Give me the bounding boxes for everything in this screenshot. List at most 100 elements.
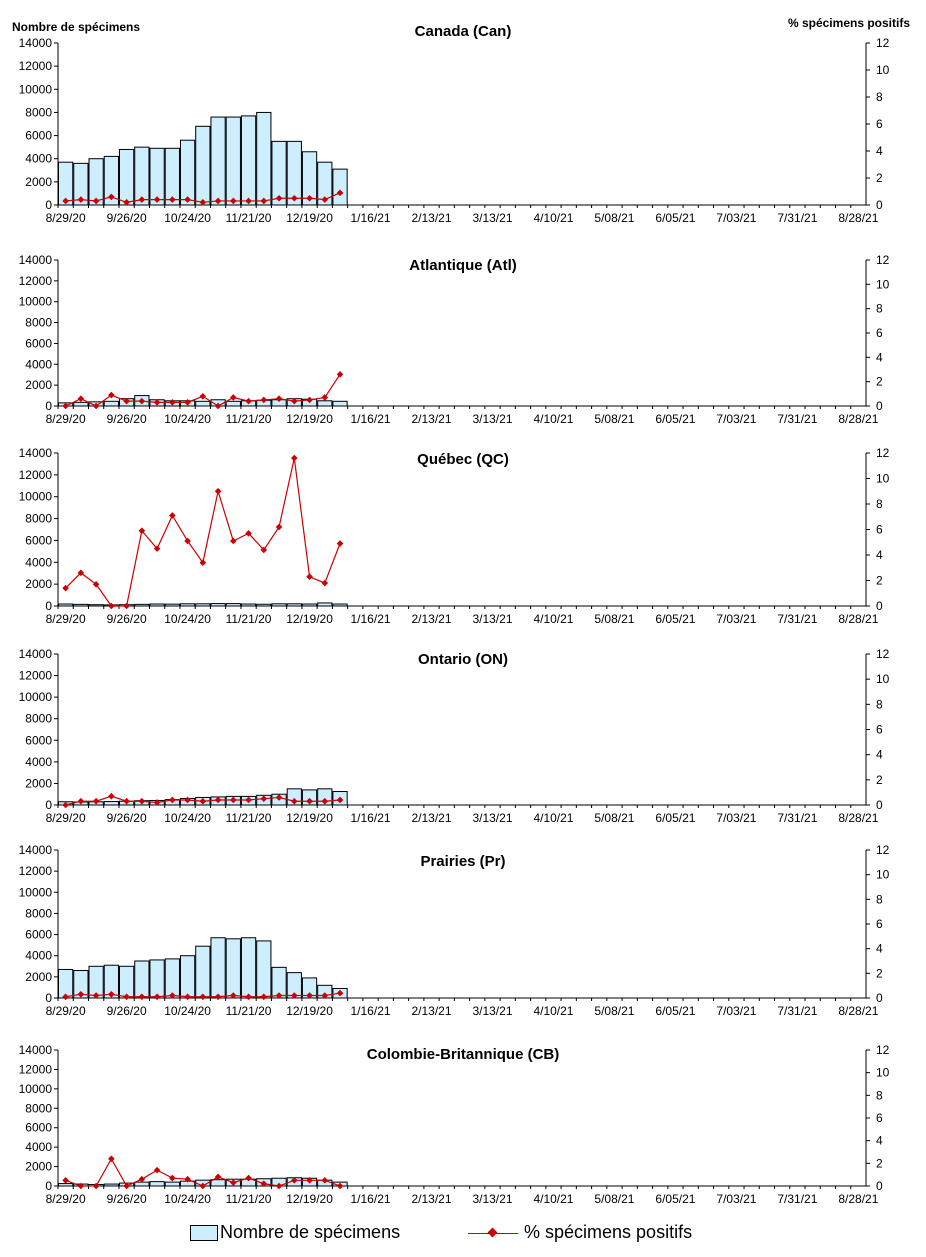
x-tick-label: 1/16/21	[351, 211, 391, 225]
x-tick-label: 7/31/21	[777, 612, 817, 626]
bar	[58, 1183, 74, 1187]
x-tick-label: 5/08/21	[594, 1004, 634, 1018]
x-tick-label: 6/05/21	[655, 1004, 695, 1018]
line-point	[291, 397, 298, 405]
line-point	[184, 537, 191, 545]
x-tick-label: 2/13/21	[411, 612, 451, 626]
line-point	[153, 799, 161, 806]
line-point	[77, 395, 85, 402]
bar	[103, 964, 119, 999]
y-tick-label-right: 10	[876, 672, 890, 686]
y-tick-label-right: 2	[876, 1156, 883, 1170]
y-tick-label-right: 10	[876, 63, 890, 77]
panel-title: Prairies (Pr)	[420, 853, 505, 870]
line-point	[230, 197, 237, 205]
bar	[179, 603, 196, 607]
x-tick-label: 1/16/21	[351, 612, 391, 626]
line-point	[138, 1175, 146, 1183]
line-point	[306, 194, 313, 202]
bar	[103, 155, 119, 206]
line-point	[336, 189, 344, 197]
line-point	[260, 993, 268, 1001]
line-point	[92, 581, 100, 588]
line-point	[336, 989, 344, 997]
x-tick-label: 4/10/21	[533, 811, 573, 825]
bar	[271, 603, 287, 607]
y-tick-label-left: 12000	[19, 59, 53, 73]
x-tick-label: 6/05/21	[655, 211, 695, 225]
y-tick-label-left: 12000	[19, 669, 53, 683]
y-tick-label-right: 10	[876, 868, 890, 882]
panel-6: Colombie-Britannique (CB)020004000600080…	[19, 1043, 890, 1206]
bar	[195, 603, 211, 607]
bar	[149, 959, 165, 999]
line-point	[199, 993, 207, 1001]
line-point	[275, 523, 283, 531]
x-tick-label: 3/13/21	[472, 612, 512, 626]
x-tick-label: 4/10/21	[533, 211, 573, 225]
line-point	[184, 993, 191, 1001]
line-point	[214, 796, 222, 804]
bar	[134, 603, 150, 607]
y-tick-label-left: 0	[45, 198, 52, 212]
bar	[286, 140, 302, 206]
line-point	[62, 197, 69, 205]
y-tick-label-left: 14000	[19, 446, 53, 460]
x-tick-label: 7/03/21	[716, 612, 756, 626]
bar	[195, 400, 211, 407]
panel-title: Colombie-Britannique (CB)	[367, 1046, 560, 1063]
bar	[210, 116, 226, 206]
y-tick-label-left: 12000	[19, 864, 53, 878]
line-point	[123, 1182, 130, 1190]
x-tick-label: 9/26/20	[107, 412, 147, 426]
legend-line-swatch	[468, 1226, 518, 1240]
x-tick-label: 4/10/21	[533, 612, 573, 626]
bar	[240, 603, 257, 607]
y-tick-label-right: 2	[876, 375, 883, 389]
bar	[88, 604, 104, 607]
bar	[118, 965, 135, 999]
line-point	[153, 993, 161, 1001]
x-tick-label: 7/31/21	[777, 1004, 817, 1018]
bar	[149, 1181, 165, 1187]
x-tick-label: 5/08/21	[594, 612, 634, 626]
x-tick-label: 2/13/21	[411, 1192, 451, 1206]
line-point	[138, 196, 146, 203]
line-point	[138, 397, 146, 405]
x-tick-label: 9/26/20	[107, 1192, 147, 1206]
legend-item-line: % spécimens positifs	[468, 1222, 692, 1243]
y-tick-label-right: 8	[876, 697, 883, 711]
y-tick-label-left: 0	[45, 991, 52, 1005]
x-tick-label: 5/08/21	[594, 211, 634, 225]
line-point	[275, 992, 283, 999]
line-point	[321, 196, 329, 203]
y-tick-label-left: 14000	[19, 253, 53, 267]
bar	[332, 603, 348, 607]
x-tick-label: 8/28/21	[838, 612, 878, 626]
y-tick-label-left: 10000	[19, 690, 53, 704]
x-tick-label: 11/21/20	[226, 1004, 272, 1018]
x-tick-label: 3/13/21	[472, 1004, 512, 1018]
y-tick-label-right: 0	[876, 798, 883, 812]
y-tick-label-left: 14000	[19, 36, 53, 50]
x-tick-label: 3/13/21	[472, 412, 512, 426]
bar	[256, 111, 272, 206]
x-tick-label: 1/16/21	[351, 412, 391, 426]
y-tick-label-left: 8000	[25, 316, 52, 330]
x-tick-label: 2/13/21	[411, 412, 451, 426]
line-point	[230, 992, 237, 999]
line-point	[108, 391, 115, 399]
line-point	[230, 1179, 237, 1186]
line-point	[214, 197, 222, 205]
line-point	[336, 796, 344, 804]
x-tick-label: 11/21/20	[226, 612, 272, 626]
line-point	[336, 540, 344, 547]
y-tick-label-left: 10000	[19, 885, 53, 899]
line-point	[77, 569, 85, 577]
line-point	[321, 797, 329, 805]
y-tick-label-left: 10000	[19, 295, 53, 309]
bar	[58, 161, 74, 206]
bar	[103, 400, 119, 407]
x-tick-label: 4/10/21	[533, 1004, 573, 1018]
x-tick-label: 10/24/20	[164, 1004, 211, 1018]
